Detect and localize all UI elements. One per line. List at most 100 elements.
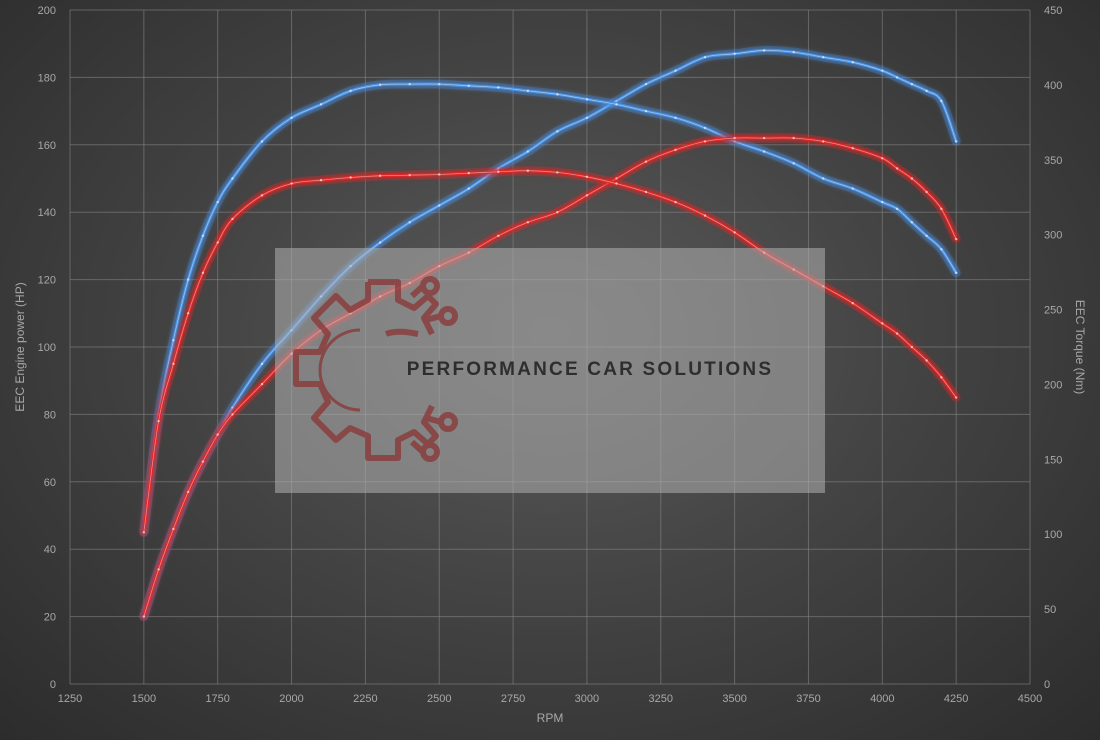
data-point [703,55,707,59]
y-right-tick-label: 450 [1044,5,1062,17]
x-tick-label: 1250 [58,693,82,705]
series-highlight-3 [143,170,957,533]
data-point [910,82,914,86]
y-left-tick-label: 100 [38,342,56,354]
series-highlight-1 [143,83,957,533]
data-point [260,362,264,366]
data-point [556,93,559,96]
data-point [172,339,175,342]
y-right-tick-label: 150 [1044,454,1062,466]
data-point [615,103,618,106]
y-right-tick-label: 100 [1044,529,1062,541]
data-point [260,140,264,143]
x-tick-label: 3500 [722,693,746,705]
data-point [851,61,854,64]
y-right-axis-title: EEC Torque (Nm) [1073,300,1087,394]
data-point [733,140,736,143]
y-left-tick-label: 200 [38,5,56,17]
data-point [792,136,795,140]
data-point [940,248,943,251]
data-point [733,136,736,140]
data-point [231,177,234,180]
data-point [231,217,234,221]
data-point [556,171,559,174]
data-point [910,221,914,224]
data-point [674,116,677,120]
data-point [703,140,707,143]
data-point [910,177,914,180]
data-point [954,271,958,275]
series-line-1 [142,82,958,534]
y-right-tick-label: 400 [1044,80,1062,92]
data-point [260,382,264,386]
data-point [319,178,323,182]
series-line-0 [142,48,958,619]
gear-circuit-logo-icon [293,276,458,462]
watermark-text: PERFORMANCE CAR SOLUTIONS [407,359,773,380]
data-point [231,406,234,409]
data-point [703,126,707,130]
y-left-axis-title: EEC Engine power (HP) [13,282,27,411]
data-point [467,187,470,190]
y-left-axis-ticks: 0 20 40 60 80 100 120 140 160 180 200 [38,5,56,691]
data-point [925,234,928,237]
data-point [895,332,899,335]
data-point [644,109,648,113]
y-left-tick-label: 120 [38,275,56,287]
data-point [762,150,766,153]
data-point [615,177,618,180]
data-point [954,140,958,143]
y-right-tick-label: 350 [1044,155,1062,167]
y-left-tick-label: 60 [44,477,56,489]
data-point [762,49,766,52]
y-right-axis-ticks: 0 50 100 150 200 250 300 350 400 450 [1044,5,1062,691]
data-point [201,460,205,463]
data-point [408,221,411,224]
data-point [408,173,411,177]
data-point [319,103,323,106]
data-point [438,204,441,207]
data-point [615,182,618,185]
y-right-tick-label: 200 [1044,379,1062,391]
data-point [895,207,899,211]
data-point [526,89,530,93]
y-left-tick-label: 180 [38,72,56,84]
data-point [940,99,943,103]
y-right-tick-label: 50 [1044,604,1056,616]
data-point [157,568,160,571]
data-point [216,433,219,436]
y-left-tick-label: 40 [44,544,56,556]
data-point [290,182,293,185]
series-line-3 [142,169,958,534]
data-point [260,194,264,197]
data-point [186,312,190,315]
data-point [851,146,854,150]
x-axis-title: RPM [537,711,564,725]
data-point [822,177,825,180]
data-point [733,52,736,56]
data-point [438,82,441,86]
data-point [940,207,943,211]
x-axis-ticks: 1250 1500 1750 2000 2250 2500 2750 3000 3250 3500… [58,693,1042,705]
data-point [497,86,500,89]
data-point [895,167,899,170]
y-right-tick-label: 250 [1044,305,1062,317]
data-point [378,83,382,87]
data-point [910,345,914,349]
x-tick-label: 4250 [944,693,968,705]
data-point [881,322,884,325]
x-tick-label: 3750 [796,693,820,705]
data-point [408,82,411,86]
data-point [585,116,589,120]
data-point [349,89,352,93]
x-tick-label: 1750 [205,693,229,705]
data-point [925,190,928,194]
data-point [201,271,205,275]
data-point [290,116,293,120]
data-point [157,419,160,423]
data-point [703,214,707,217]
x-tick-label: 3250 [649,693,673,705]
data-point [674,200,677,204]
data-point [526,169,530,172]
data-point [822,140,825,143]
